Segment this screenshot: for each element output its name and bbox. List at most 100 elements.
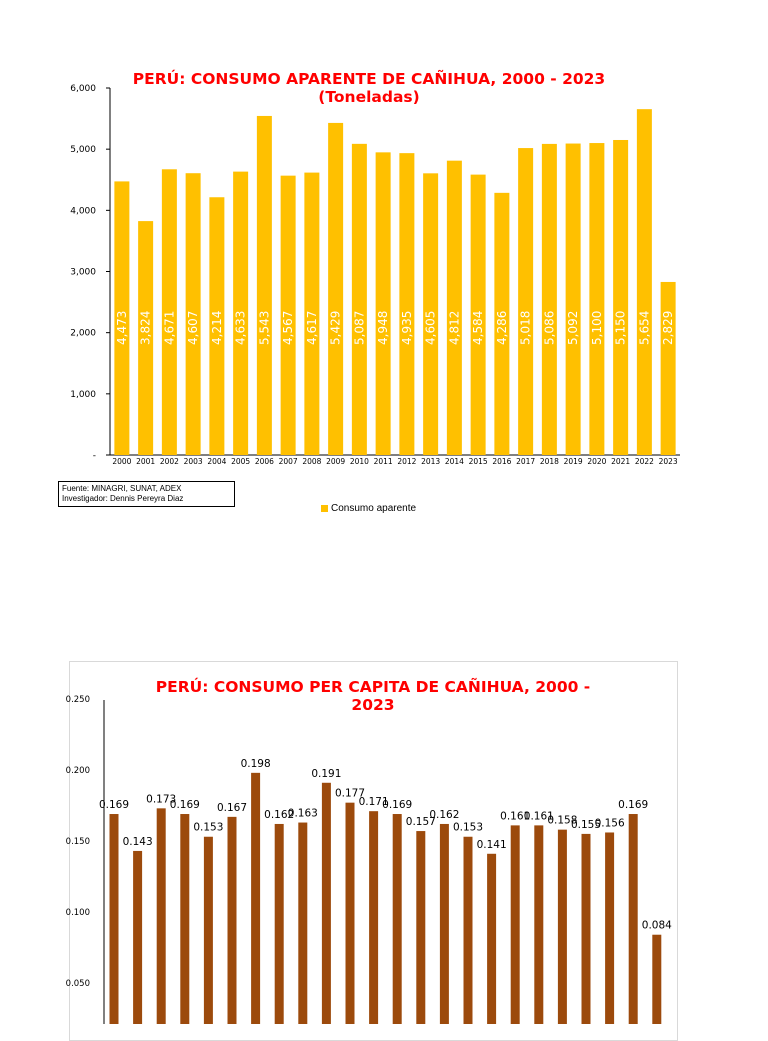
chart1-y-tick-label: 4,000 xyxy=(70,206,96,216)
legend-label: Consumo aparente xyxy=(331,503,417,514)
chart2-data-label: 0.157 xyxy=(406,816,436,828)
chart1-x-tick-label: 2008 xyxy=(302,457,321,466)
consumo-per-capita-chart: PERÚ: CONSUMO PER CAPITA DE CAÑIHUA, 200… xyxy=(66,677,672,1024)
chart2-bar xyxy=(274,823,284,1024)
chart2-bar xyxy=(605,832,615,1024)
chart2-data-label: 0.169 xyxy=(618,799,648,811)
chart2-bar xyxy=(534,825,544,1024)
chart2-bar xyxy=(628,814,638,1024)
chart1-x-tick-label: 2004 xyxy=(207,457,226,466)
chart2-bar xyxy=(133,850,143,1024)
chart1-x-tick-label: 2017 xyxy=(516,457,535,466)
chart2-bar xyxy=(180,814,190,1024)
chart1-subtitle: (Toneladas) xyxy=(318,88,419,106)
chart1-data-label: 5,150 xyxy=(614,311,628,345)
chart1-data-label: 4,935 xyxy=(400,311,414,345)
chart1-data-label: 4,633 xyxy=(234,311,248,345)
source-note: Fuente: MINAGRI, SUNAT, ADEX Investigado… xyxy=(58,481,235,507)
chart1-bar xyxy=(161,169,177,455)
chart1-bar xyxy=(470,174,486,455)
consumo-aparente-chart: PERÚ: CONSUMO APARENTE DE CAÑIHUA, 2000 … xyxy=(70,69,680,466)
chart1-x-tick-label: 2009 xyxy=(326,457,345,466)
chart2-data-label: 0.161 xyxy=(524,810,554,822)
chart2-y-tick-label: 0.050 xyxy=(66,979,90,989)
chart1-data-label: 5,100 xyxy=(590,311,604,345)
chart1-x-tick-label: 2022 xyxy=(635,457,654,466)
chart1-x-tick-label: 2014 xyxy=(445,457,464,466)
chart2-data-label: 0.169 xyxy=(99,799,129,811)
chart2-bar xyxy=(321,782,331,1024)
chart2-data-label: 0.153 xyxy=(193,822,223,834)
chart1-x-tick-label: 2006 xyxy=(255,457,274,466)
chart1-bar xyxy=(209,197,225,456)
chart1-x-tick-label: 2012 xyxy=(397,457,416,466)
chart1-y-tick-label: - xyxy=(93,451,96,461)
chart1-bar xyxy=(233,171,249,455)
chart2-bar xyxy=(392,814,402,1024)
chart2-data-label: 0.163 xyxy=(288,808,318,820)
chart1-bar xyxy=(660,281,676,455)
chart2-data-label: 0.198 xyxy=(241,758,271,770)
chart2-y-tick-label: 0.200 xyxy=(66,766,90,776)
chart1-data-label: 5,087 xyxy=(352,311,366,345)
chart1-x-tick-label: 2011 xyxy=(374,457,393,466)
chart1-bar xyxy=(399,153,415,455)
chart2-bar xyxy=(416,831,426,1024)
chart2-bar xyxy=(227,816,237,1024)
chart2-data-label: 0.162 xyxy=(429,809,459,821)
researcher-line: Investigador: Dennis Pereyra Diaz xyxy=(62,494,184,503)
chart2-title-line1: PERÚ: CONSUMO PER CAPITA DE CAÑIHUA, 200… xyxy=(156,677,590,696)
chart1-x-tick-label: 2019 xyxy=(564,457,583,466)
chart2-bar xyxy=(345,802,355,1024)
chart1-data-label: 2,829 xyxy=(661,311,675,345)
chart2-bar xyxy=(298,822,308,1024)
chart1-data-label: 5,543 xyxy=(257,311,271,345)
chart1-data-label: 4,584 xyxy=(471,311,485,345)
chart2-data-label: 0.162 xyxy=(264,809,294,821)
chart2-data-label: 0.153 xyxy=(453,822,483,834)
chart1-bar xyxy=(185,173,201,455)
chart2-data-label: 0.167 xyxy=(217,802,247,814)
chart2-bar xyxy=(652,934,662,1024)
chart1-y-tick-label: 6,000 xyxy=(70,84,96,94)
chart1-bar xyxy=(114,181,130,456)
chart2-data-label: 0.169 xyxy=(382,799,412,811)
chart2-data-label: 0.156 xyxy=(595,817,625,829)
chart1-data-label: 5,018 xyxy=(519,311,533,345)
chart1-bar xyxy=(494,192,510,455)
chart2-data-label: 0.141 xyxy=(477,839,507,851)
chart2-y-tick-label: 0.250 xyxy=(66,695,90,705)
chart1-data-label: 4,605 xyxy=(424,311,438,345)
chart1-bar xyxy=(138,221,154,455)
chart1-y-tick-label: 1,000 xyxy=(70,390,96,400)
chart1-data-label: 4,214 xyxy=(210,311,224,345)
chart1-bar xyxy=(613,139,629,455)
chart1-bar xyxy=(375,152,391,455)
chart1-bar xyxy=(423,173,439,455)
chart2-bar xyxy=(109,814,119,1024)
chart2-bar xyxy=(369,811,379,1024)
source-line: Fuente: MINAGRI, SUNAT, ADEX xyxy=(62,484,182,493)
chart2-y-tick-label: 0.150 xyxy=(66,837,90,847)
chart1-y-tick-label: 5,000 xyxy=(70,145,96,155)
chart1-title: PERÚ: CONSUMO APARENTE DE CAÑIHUA, 2000 … xyxy=(133,69,605,88)
chart1-legend: Consumo aparente xyxy=(321,503,416,514)
chart1-x-tick-label: 2018 xyxy=(540,457,559,466)
chart1-bar xyxy=(280,175,296,455)
chart1-x-tick-label: 2001 xyxy=(136,457,155,466)
chart2-bar xyxy=(156,808,166,1024)
chart2-y-tick-label: 0.100 xyxy=(66,908,90,918)
chart1-bar xyxy=(589,143,605,456)
chart1-x-tick-label: 2015 xyxy=(469,457,488,466)
chart1-data-label: 5,086 xyxy=(542,311,556,345)
chart1-data-label: 5,654 xyxy=(637,311,651,345)
chart1-data-label: 5,092 xyxy=(566,311,580,345)
chart1-data-label: 3,824 xyxy=(139,311,153,345)
chart1-x-tick-label: 2010 xyxy=(350,457,369,466)
chart1-x-tick-label: 2021 xyxy=(611,457,630,466)
chart1-x-tick-label: 2005 xyxy=(231,457,250,466)
chart1-data-label: 4,671 xyxy=(162,311,176,345)
chart1-x-tick-label: 2016 xyxy=(492,457,511,466)
chart1-data-label: 4,948 xyxy=(376,311,390,345)
chart1-bar xyxy=(518,148,534,455)
